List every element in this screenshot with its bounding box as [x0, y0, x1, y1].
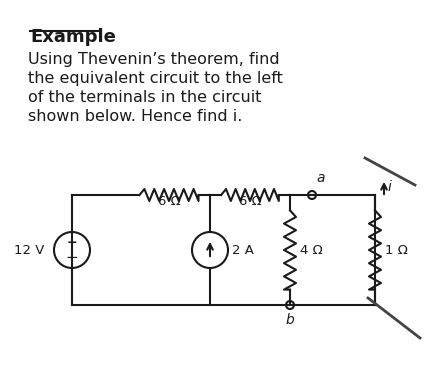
Text: b: b — [286, 313, 294, 327]
Circle shape — [286, 301, 294, 309]
Text: shown below. Hence find i.: shown below. Hence find i. — [28, 109, 243, 124]
Text: of the terminals in the circuit: of the terminals in the circuit — [28, 90, 262, 105]
Text: i: i — [388, 180, 392, 194]
Text: 12 V: 12 V — [14, 243, 44, 257]
Text: 4 Ω: 4 Ω — [300, 243, 323, 257]
Text: the equivalent circuit to the left: the equivalent circuit to the left — [28, 71, 283, 86]
Text: 2 A: 2 A — [232, 243, 254, 257]
Text: Using Thevenin’s theorem, find: Using Thevenin’s theorem, find — [28, 52, 279, 67]
Text: a: a — [316, 171, 324, 185]
Text: +: + — [67, 236, 77, 250]
Text: Example: Example — [30, 28, 116, 46]
Text: −: − — [66, 250, 78, 265]
Text: 6 Ω: 6 Ω — [239, 195, 261, 208]
Circle shape — [308, 191, 316, 199]
Text: 6 Ω: 6 Ω — [158, 195, 180, 208]
Text: 1 Ω: 1 Ω — [385, 243, 408, 257]
